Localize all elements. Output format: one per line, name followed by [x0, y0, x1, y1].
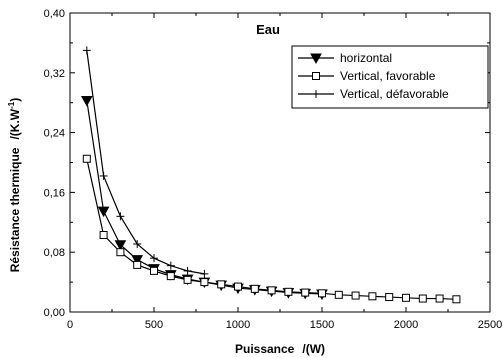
y-tick-label: 0,24 — [44, 128, 65, 140]
data-point — [418, 294, 427, 303]
data-point — [402, 293, 410, 302]
x-tick-label: 2500 — [478, 319, 502, 331]
data-point — [150, 254, 158, 263]
legend-box — [291, 45, 489, 109]
y-tick-label: 0,40 — [44, 8, 65, 20]
data-point — [116, 248, 125, 257]
data-point — [234, 282, 242, 291]
data-point — [385, 293, 394, 302]
data-point — [116, 212, 125, 221]
data-point — [166, 272, 175, 281]
series-1 — [80, 95, 328, 301]
data-point — [334, 290, 343, 299]
data-point — [183, 266, 192, 275]
data-point — [114, 240, 127, 251]
y-tick-label: 0,08 — [44, 247, 65, 259]
data-point — [200, 269, 209, 278]
data-point — [351, 291, 360, 300]
series-3 — [82, 46, 209, 278]
x-axis-label: Puissance — [235, 342, 295, 356]
chart-title: Eau — [256, 22, 280, 37]
data-point — [312, 90, 320, 98]
data-point — [435, 294, 444, 303]
x-axis-unit: /(W) — [302, 342, 325, 356]
y-tick-label: 0,00 — [44, 307, 65, 319]
data-point — [80, 95, 93, 107]
x-tick-label: 1500 — [310, 319, 334, 331]
data-point — [452, 295, 461, 304]
data-point — [250, 284, 259, 293]
data-point — [301, 288, 310, 297]
series-line — [86, 100, 323, 295]
y-axis-label: Résistance thermique — [8, 147, 22, 272]
series-line — [86, 158, 457, 300]
data-point — [82, 46, 91, 55]
data-point — [133, 260, 142, 269]
series-2 — [82, 154, 461, 304]
x-axis-title: Puissance /(W) — [235, 342, 325, 356]
x-tick-label: 1000 — [226, 319, 250, 331]
data-point — [150, 266, 158, 275]
data-point — [166, 261, 175, 270]
y-axis-title: Résistance thermique /(K.W-1) — [7, 98, 22, 273]
x-tick-label: 500 — [145, 319, 163, 331]
data-point — [183, 275, 192, 284]
legend-label: horizontal — [340, 51, 392, 65]
y-axis-unit-sup: -1 — [7, 101, 16, 109]
legend: horizontal Vertical, favorable Vertical, d… — [291, 45, 489, 109]
data-point — [200, 278, 209, 287]
y-axis-unit-close: ) — [8, 98, 22, 102]
x-tick-label: 0 — [67, 319, 73, 331]
legend-label: Vertical, défavorable — [340, 87, 449, 101]
data-point — [310, 53, 322, 65]
y-tick-label: 0,16 — [44, 187, 65, 199]
data-point — [217, 280, 226, 289]
series-line — [86, 50, 205, 275]
data-point — [82, 154, 91, 163]
data-point — [99, 231, 108, 240]
data-point — [284, 287, 293, 296]
data-point — [131, 255, 144, 266]
data-point — [368, 292, 377, 301]
y-tick-label: 0,32 — [44, 68, 65, 80]
data-point — [267, 286, 276, 295]
data-point — [99, 171, 108, 180]
data-point — [97, 206, 110, 218]
legend-label: Vertical, favorable — [340, 69, 436, 83]
data-point — [318, 289, 326, 298]
y-axis-unit: /(K.W — [8, 108, 22, 139]
data-point — [312, 72, 320, 80]
x-tick-label: 2000 — [394, 319, 418, 331]
data-point — [133, 239, 142, 248]
